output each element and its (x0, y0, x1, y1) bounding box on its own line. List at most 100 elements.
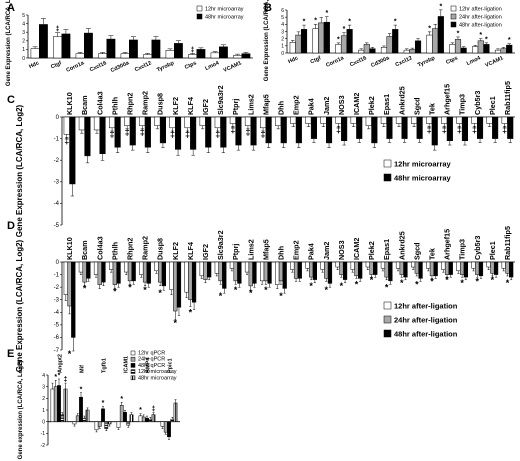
bar (490, 261, 495, 274)
bar (472, 46, 479, 54)
legend: 12hr after-ligation 24hr after-ligation 48… (383, 302, 458, 339)
bar (165, 50, 175, 59)
category-label: Lmo4 (466, 55, 483, 67)
legend-swatch (196, 13, 203, 20)
significance-mark: * (457, 30, 460, 37)
legend-swatch (130, 369, 136, 374)
category-label: ICAM1 (124, 356, 130, 373)
category-label: Ankrd25 (397, 231, 406, 260)
y-axis-label: Gene Expression (LCA/RCA, Log2) (15, 239, 24, 372)
bar (326, 116, 333, 144)
category-label: Pak4 (307, 98, 316, 115)
category-label: Tgfb1 (102, 358, 108, 373)
bar (71, 261, 76, 338)
bar (98, 53, 108, 59)
bar (346, 29, 353, 54)
bar (50, 388, 55, 422)
bar (456, 116, 463, 124)
bar (196, 49, 206, 59)
category-label: Col4a3 (95, 236, 104, 260)
bar (84, 32, 93, 59)
category-label: Ctgf (310, 55, 323, 65)
bar (310, 116, 317, 139)
bar (176, 261, 182, 308)
bar (99, 116, 106, 154)
legend-swatch (130, 375, 136, 381)
y-tick-label: 0 (22, 56, 25, 62)
y-tick-label: 4 (281, 22, 284, 28)
bar (199, 116, 206, 126)
bar (392, 29, 399, 54)
bar (67, 261, 72, 307)
bar (148, 419, 153, 422)
bar (456, 261, 461, 272)
bar (158, 261, 163, 283)
bar (324, 261, 329, 279)
bar (139, 116, 146, 126)
significance-mark: * (385, 282, 389, 292)
significance-mark: * (506, 278, 510, 288)
bar (478, 261, 484, 277)
category-label: Tyrobp (417, 55, 437, 68)
category-label: Cd300a (110, 60, 131, 74)
significance-mark: ‡ (472, 125, 477, 135)
category-label: Cxcl12 (395, 55, 414, 68)
category-label: Plek2 (367, 96, 376, 115)
category-label: Tek (427, 248, 436, 260)
bar (323, 21, 330, 54)
significance-mark: * (102, 400, 105, 407)
bar (399, 261, 404, 275)
bar (97, 261, 102, 285)
category-label: Hdc (28, 60, 40, 70)
y-tick-label: 5 (281, 15, 284, 21)
bar (151, 414, 156, 422)
category-label: Ptprj (231, 99, 240, 115)
bar (449, 44, 456, 54)
bar (126, 421, 131, 426)
y-tick-label: 1 (22, 47, 25, 53)
significance-mark: ‡ (185, 129, 190, 139)
bar (260, 261, 265, 282)
bar (205, 116, 212, 148)
bar (190, 116, 197, 150)
bar (275, 116, 282, 126)
bar (184, 261, 189, 293)
significance-mark: * (430, 276, 434, 286)
panel-letter: A (7, 2, 15, 14)
category-label: Plek2 (367, 241, 376, 260)
bar (335, 261, 340, 268)
category-label: Arhgef15 (443, 229, 452, 260)
bar (169, 116, 176, 129)
bar (318, 22, 325, 54)
y-tick-label: -7 (54, 348, 60, 354)
bar (477, 40, 484, 54)
bar (154, 116, 161, 126)
bar (124, 116, 131, 126)
bar (414, 261, 419, 274)
significance-mark: ‡ (170, 129, 175, 139)
legend: 12hr microarray 48hr microarray (383, 160, 452, 183)
y-axis-label: Gene Expression (LCA/RCA, Log2) (6, 0, 12, 86)
bar (471, 261, 476, 269)
significance-mark: * (309, 281, 313, 291)
bar (280, 116, 287, 144)
category-label: ICAM2 (352, 93, 361, 115)
bar (78, 261, 84, 273)
significance-mark: * (400, 278, 404, 288)
category-label: Ptprj (231, 244, 240, 260)
bar (431, 116, 438, 146)
category-label: Cd300a (370, 55, 391, 69)
bar (300, 29, 308, 54)
bar (141, 416, 146, 422)
significance-mark: * (439, 3, 442, 10)
significance-mark: ‡ (245, 127, 250, 137)
bar (160, 421, 165, 427)
category-label: BMP4 (146, 357, 152, 373)
bar (237, 261, 242, 284)
bar (85, 409, 90, 422)
significance-mark: * (279, 291, 283, 301)
y-tick-label: -3 (54, 298, 60, 304)
bar (341, 116, 348, 142)
